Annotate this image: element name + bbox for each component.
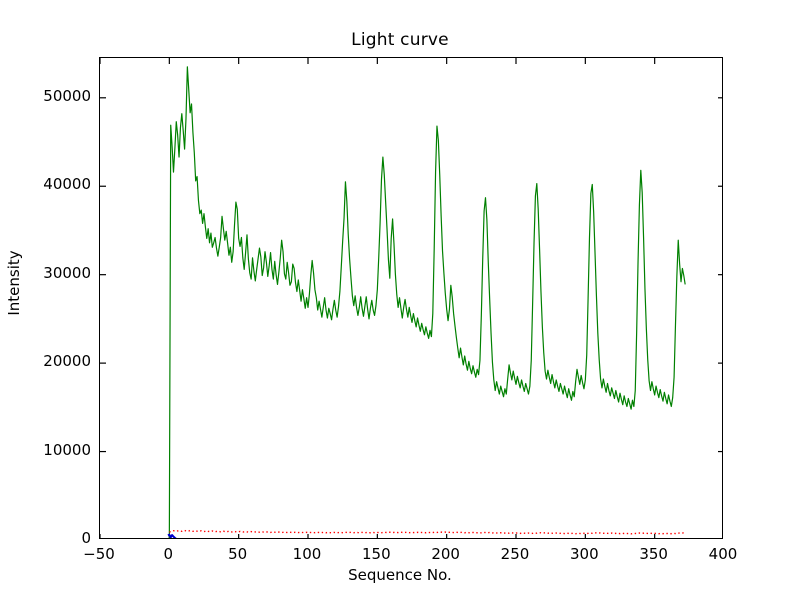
y-tick-label: 20000 — [43, 352, 91, 371]
data-series-group — [167, 66, 686, 538]
chart-title: Light curve — [351, 30, 449, 50]
series-background-red — [169, 529, 686, 535]
y-tick-label: 10000 — [43, 440, 91, 459]
x-tick-label: 200 — [431, 545, 460, 563]
series-marker-blue — [167, 533, 177, 538]
x-tick-label: 150 — [362, 545, 391, 563]
x-tick-label: 50 — [228, 545, 248, 563]
x-tick-label: 300 — [570, 545, 599, 563]
plot-svg — [100, 58, 722, 538]
x-tick-label: 350 — [639, 545, 668, 563]
y-tick-label: 50000 — [43, 86, 91, 105]
y-tick-label: 30000 — [43, 263, 91, 282]
x-tick-label: 250 — [500, 545, 530, 563]
x-tick-label: 100 — [292, 545, 322, 563]
y-tick-label: 40000 — [43, 175, 91, 194]
x-tick-label: −50 — [83, 545, 115, 563]
y-axis-label: Intensity — [5, 250, 23, 316]
x-tick-label: 400 — [708, 545, 738, 563]
series-intensity-green — [168, 66, 686, 538]
y-tick-label: 0 — [81, 529, 91, 547]
plot-area — [99, 57, 723, 539]
x-tick-label: 0 — [163, 545, 174, 563]
tick-marks-group — [100, 58, 722, 538]
x-axis-label: Sequence No. — [348, 566, 452, 584]
y-axis-tick-labels: 0 10000 20000 30000 40000 50000 — [0, 0, 91, 600]
